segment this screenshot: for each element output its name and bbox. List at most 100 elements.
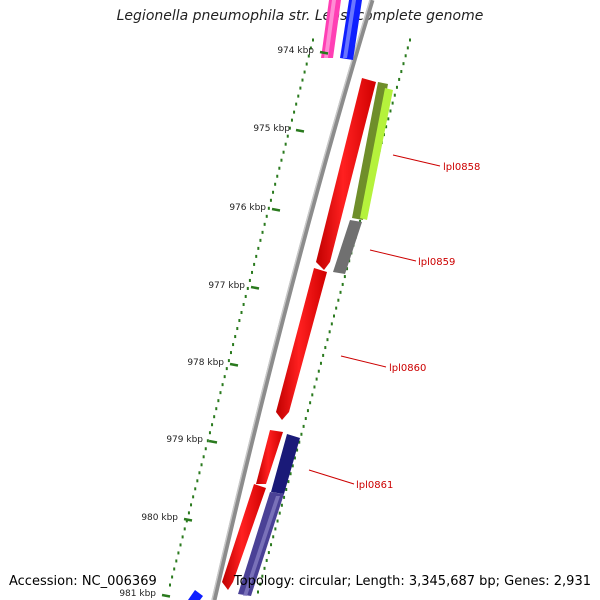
gc-dot (296, 448, 299, 452)
scale-dot (257, 246, 260, 250)
scale-tick (319, 50, 329, 55)
scale-dot (280, 158, 283, 162)
scale-dot (234, 335, 237, 339)
gc-dot (346, 267, 349, 271)
scale-dot (295, 102, 298, 106)
scale-dot (307, 54, 310, 58)
gc-dot (261, 574, 264, 578)
gc-dot (343, 275, 346, 279)
scale-dot (177, 551, 180, 555)
scale-dot (187, 511, 190, 515)
gc-dot (402, 62, 405, 66)
gc-dot (291, 464, 294, 468)
scale-tick (208, 439, 218, 444)
gc-dot (272, 535, 275, 539)
scale-dot (202, 455, 205, 459)
gc-dot (276, 519, 279, 523)
gc-dot (274, 527, 277, 531)
scale-dot (238, 319, 241, 323)
scale-dot (217, 399, 220, 403)
scale-tick (271, 207, 281, 212)
scale-tick-label: 981 kbp (119, 589, 156, 599)
scale-dot (225, 367, 228, 371)
gene-label-pointer (392, 154, 441, 167)
scale-dot (219, 391, 222, 395)
scale-tick-label: 974 kbp (277, 46, 314, 56)
gc-dot (309, 401, 312, 405)
gc-dot (319, 361, 322, 365)
scale-dot (276, 174, 279, 178)
scale-dot (265, 214, 268, 218)
gene-label-pointer (308, 469, 355, 485)
gc-dot (398, 77, 401, 81)
scale-dot (173, 567, 176, 571)
scale-tick (295, 128, 305, 133)
scale-dot (232, 343, 235, 347)
scale-dot (299, 86, 302, 90)
inner-scale-dots (169, 38, 314, 587)
gc-dot (393, 93, 396, 97)
scale-dot (196, 479, 199, 483)
gc-dot (267, 551, 270, 555)
cds-lpl0860 (276, 268, 327, 420)
scale-dot (204, 447, 207, 451)
scale-dot (303, 70, 306, 74)
scale-dot (213, 415, 216, 419)
gc-dot (270, 543, 273, 547)
feature-olive (352, 82, 388, 220)
scale-dot (261, 230, 264, 234)
scale-dot (286, 134, 289, 138)
map-title: Legionella pneumophila str. Lens, comple… (116, 8, 484, 24)
scale-dot (185, 519, 188, 523)
scale-dot (278, 166, 281, 170)
gc-dot (313, 385, 316, 389)
scale-dot (284, 142, 287, 146)
scale-dot (221, 383, 224, 387)
cds-lpl0861-b (222, 484, 266, 590)
scale-dot (272, 190, 275, 194)
scale-dot (181, 535, 184, 539)
scale-dot (301, 78, 304, 82)
scale-dot (240, 311, 243, 314)
gc-dot (395, 85, 398, 89)
gc-dot (341, 282, 344, 286)
gc-dot (304, 417, 307, 421)
feature-gray (333, 220, 362, 274)
gc-dot (283, 495, 286, 499)
scale-tick (229, 362, 239, 367)
gene-label-pointer (340, 355, 387, 368)
gc-dot (315, 377, 318, 381)
gc-dot (330, 322, 333, 326)
gc-dot (287, 480, 290, 484)
topology-text: Topology: circular; Length: 3,345,687 bp… (233, 574, 591, 589)
scale-dot (229, 351, 232, 355)
scale-tick (250, 285, 260, 290)
gc-dot (280, 503, 283, 507)
scale-tick-label: 978 kbp (187, 358, 224, 368)
gc-dot (257, 590, 259, 594)
feature-lime (360, 88, 393, 220)
feature-navy (271, 434, 300, 494)
scale-dot (200, 463, 203, 467)
scale-tick-label: 979 kbp (166, 435, 203, 445)
scale-dot (198, 471, 201, 475)
gc-dot (328, 330, 331, 334)
scale-tick-label: 980 kbp (141, 513, 178, 523)
scale-dot (255, 254, 258, 258)
scale-dot (169, 583, 171, 587)
gc-dot (302, 424, 305, 428)
gc-dot (306, 409, 309, 413)
gc-dot (324, 346, 327, 350)
scale-dot (293, 110, 296, 114)
scale-dot (282, 150, 285, 154)
gc-dot (278, 511, 281, 515)
gc-dot (359, 219, 362, 223)
feature-purple-light (243, 496, 280, 596)
gc-dot (387, 117, 390, 121)
cds-lpl0858-lpl0859 (316, 78, 376, 270)
gc-dot (404, 54, 407, 58)
scale-dot (259, 238, 262, 242)
scale-tick (183, 517, 193, 522)
scale-dot (242, 302, 245, 306)
scale-dot (253, 262, 256, 266)
